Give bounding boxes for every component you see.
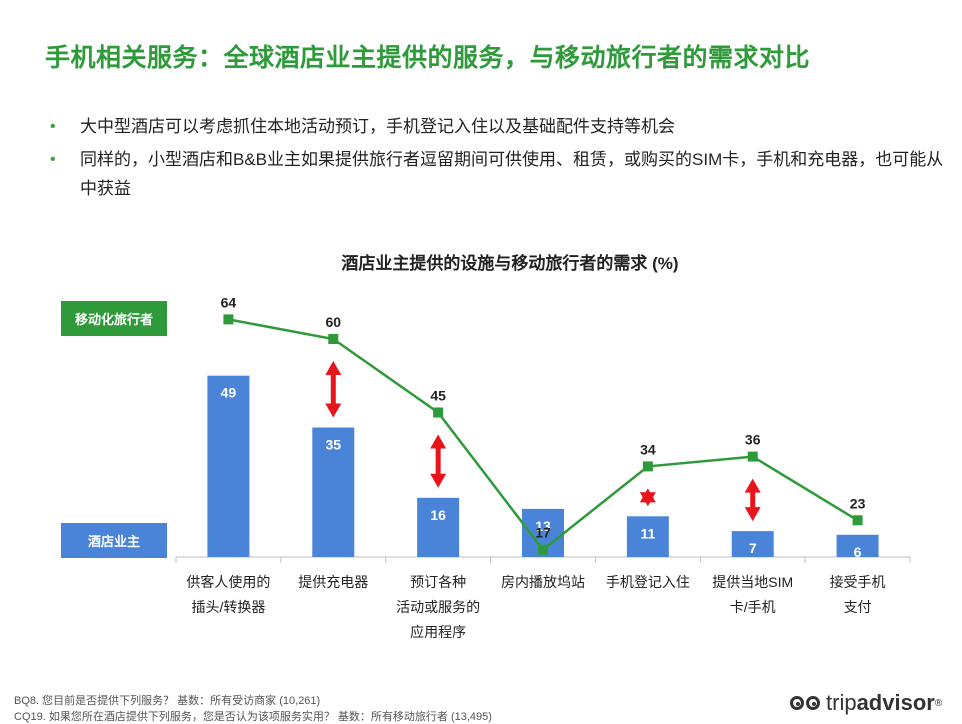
legend-hotel: 酒店业主	[61, 523, 167, 558]
line-point	[328, 334, 339, 344]
bar-data-label: 49	[221, 385, 237, 401]
bar-data-label: 16	[430, 507, 446, 523]
bullet-text: 同样的，小型酒店和B&B业主如果提供旅行者逗留期间可供使用、租赁，或购买的SIM…	[80, 150, 944, 198]
page-title: 手机相关服务：全球酒店业主提供的服务，与移动旅行者的需求对比	[45, 44, 811, 72]
category-tick-label: 活动或服务的	[396, 599, 480, 615]
legend-traveler: 移动化旅行者	[61, 301, 167, 336]
gap-arrow-head-up	[744, 478, 761, 493]
bullet-text: 大中型酒店可以考虑抓住本地活动预订，手机登记入住以及基础配件支持等机会	[80, 117, 675, 136]
category-tick-label: 供客人使用的	[186, 574, 270, 590]
bar	[731, 531, 774, 557]
tripadvisor-logo: trip advisor ®	[790, 690, 942, 716]
bar	[417, 497, 460, 557]
category-tick-label: 预订各种	[410, 574, 466, 590]
bar	[626, 516, 669, 557]
bar	[836, 534, 879, 557]
line-point	[642, 461, 653, 472]
category-tick-label: 提供充电器	[298, 574, 368, 590]
line-data-label: 60	[325, 314, 341, 330]
line-point	[852, 515, 863, 526]
bullet-item: • 大中型酒店可以考虑抓住本地活动预订，手机登记入住以及基础配件支持等机会	[50, 112, 950, 141]
footnote-2: CQ19. 如果您所在酒店提供下列服务，您是否认为该项服务实用？ 基数：所有移动…	[14, 711, 492, 723]
category-tick-label: 卡/手机	[730, 599, 776, 615]
category-tick-label: 接受手机	[830, 574, 886, 590]
category-tick-label: 提供当地SIM	[712, 574, 793, 590]
line-data-label: 64	[221, 294, 237, 310]
category-tick-label: 插头/转换器	[191, 599, 265, 615]
line-data-label: 36	[745, 432, 761, 448]
category-tick-label: 支付	[844, 599, 872, 615]
line-data-label: 34	[640, 441, 656, 457]
bar-data-label: 35	[325, 437, 341, 453]
bullet-list: • 大中型酒店可以考虑抓住本地活动预订，手机登记入住以及基础配件支持等机会 • …	[50, 112, 950, 207]
owl-icon	[790, 696, 820, 710]
gap-arrow-head-up	[430, 434, 447, 449]
bullet-dot-icon: •	[50, 151, 56, 168]
gap-arrow-head-down	[639, 492, 656, 507]
gap-arrow-head-down	[325, 403, 342, 418]
bar-data-label: 7	[749, 540, 757, 556]
line-data-label: 23	[850, 495, 866, 511]
line-data-label: 45	[430, 388, 446, 404]
gap-arrow-head-down	[430, 473, 447, 488]
line-point	[223, 314, 234, 325]
bar	[312, 427, 355, 557]
gap-arrow-head-down	[744, 507, 761, 522]
category-tick-label: 应用程序	[410, 624, 466, 640]
category-tick-label: 手机登记入住	[606, 574, 690, 590]
bullet-dot-icon: •	[50, 118, 56, 135]
line-point	[747, 451, 758, 462]
line-data-label: 17	[535, 525, 551, 541]
category-tick-label: 房内播放坞站	[501, 574, 585, 590]
bar-data-label: 13	[535, 518, 551, 534]
bullet-item: • 同样的，小型酒店和B&B业主如果提供旅行者逗留期间可供使用、租赁，或购买的S…	[50, 145, 950, 203]
bar	[207, 375, 250, 557]
bar-data-label: 11	[640, 525, 655, 541]
bar-data-label: 6	[854, 544, 862, 560]
gap-arrow-head-up	[325, 361, 342, 375]
footnote-1: BQ8. 您目前是否提供下列服务？ 基数：所有受访商家 (10,261)	[14, 695, 321, 707]
line-point	[538, 544, 548, 555]
line-point	[433, 407, 444, 418]
chart-title: 酒店业主提供的设施与移动旅行者的需求 (%)	[341, 254, 679, 273]
